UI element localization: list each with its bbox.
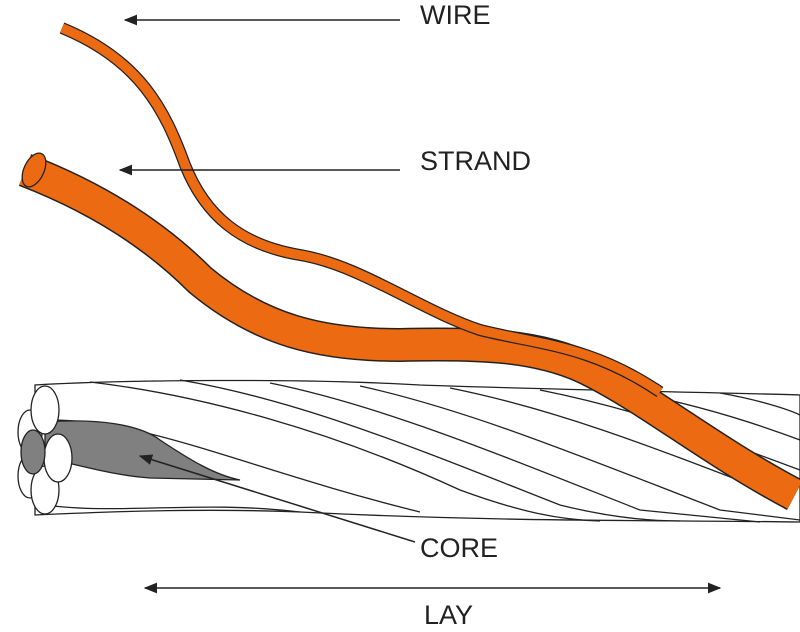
core-arrow bbox=[138, 454, 416, 543]
lay-label: LAY bbox=[424, 600, 474, 630]
wire-label: WIRE bbox=[420, 0, 491, 30]
core-shape bbox=[44, 420, 241, 481]
core-label: CORE bbox=[420, 533, 499, 563]
rope-body bbox=[17, 379, 800, 523]
strand-label: STRAND bbox=[420, 146, 532, 176]
